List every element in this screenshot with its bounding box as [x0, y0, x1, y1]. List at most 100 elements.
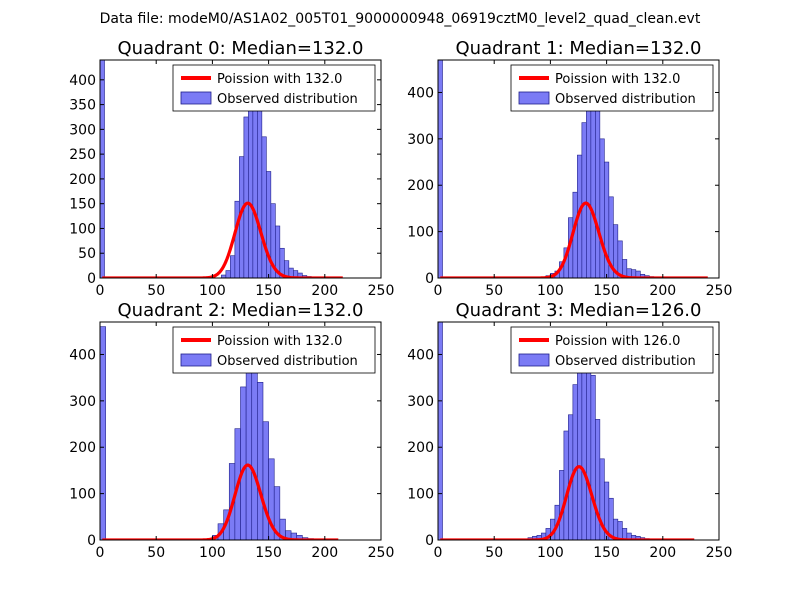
x-tick-label: 200 — [649, 283, 676, 299]
panel-title: Quadrant 3: Median=126.0 — [456, 300, 702, 321]
x-tick-label: 150 — [255, 283, 282, 299]
x-tick-label: 250 — [368, 283, 395, 299]
x-tick-label: 0 — [434, 283, 443, 299]
legend: Poission with 126.0 Observed distribution — [510, 326, 714, 374]
histogram-bar — [100, 60, 105, 278]
x-tick-label: 100 — [537, 545, 564, 561]
legend-bar-swatch — [180, 353, 212, 367]
x-tick-label: 50 — [485, 545, 503, 561]
y-tick-label: 300 — [407, 132, 434, 148]
y-tick-label: 400 — [69, 347, 96, 363]
histogram-bar — [595, 103, 601, 278]
legend: Poission with 132.0 Observed distribution — [172, 326, 376, 374]
histogram-bar — [234, 200, 240, 278]
legend: Poission with 132.0 Observed distribution — [172, 64, 376, 112]
legend-label-poisson: Poission with 132.0 — [217, 334, 342, 349]
histogram-bar — [262, 421, 269, 540]
histogram-bar — [273, 486, 281, 540]
legend-bar-swatch — [518, 91, 550, 105]
y-tick-label: 400 — [407, 85, 434, 101]
panel-title: Quadrant 1: Median=132.0 — [456, 38, 702, 59]
poisson-curve — [439, 201, 709, 278]
legend-label-poisson: Poission with 126.0 — [555, 334, 680, 349]
histogram-bar — [577, 358, 583, 540]
y-tick-label: 150 — [69, 197, 96, 213]
y-tick-label: 100 — [69, 221, 96, 237]
y-tick-label: 400 — [69, 73, 96, 89]
y-tick-label: 200 — [407, 178, 434, 194]
y-tick-label: 350 — [69, 98, 96, 114]
legend-bar-swatch — [180, 91, 212, 105]
axes-frame — [437, 321, 720, 541]
x-tick-label: 50 — [485, 283, 503, 299]
x-tick-label: 250 — [706, 545, 733, 561]
histogram-bar — [257, 381, 264, 540]
histogram-bar — [230, 255, 236, 278]
histogram-bar — [599, 138, 605, 278]
x-tick-label: 50 — [147, 283, 165, 299]
histogram-bar — [245, 344, 253, 540]
histogram-bar — [586, 85, 592, 278]
x-tick-label: 0 — [96, 545, 105, 561]
x-tick-label: 250 — [706, 283, 733, 299]
y-tick-label: 0 — [87, 271, 96, 287]
histogram-bar — [586, 351, 592, 540]
y-tick-label: 300 — [407, 394, 434, 410]
histogram-bar — [100, 326, 106, 540]
legend: Poission with 132.0 Observed distribution — [510, 64, 714, 112]
figure-title: Data file: modeM0/AS1A02_005T01_90000009… — [100, 11, 701, 27]
histogram-bar — [438, 322, 443, 540]
panel-data — [100, 60, 344, 278]
y-tick-label: 100 — [69, 487, 96, 503]
histogram-bar — [261, 136, 267, 278]
x-tick-label: 150 — [593, 545, 620, 561]
y-tick-label: 100 — [407, 225, 434, 241]
panel-title: Quadrant 0: Median=132.0 — [118, 38, 364, 59]
histogram-bar — [572, 384, 578, 540]
x-tick-label: 150 — [255, 545, 282, 561]
histogram-bar — [563, 430, 569, 540]
histogram-bar — [240, 386, 247, 540]
legend-label-poisson: Poission with 132.0 — [555, 72, 680, 87]
y-tick-label: 200 — [407, 440, 434, 456]
histogram-bar — [243, 116, 249, 278]
legend-label-observed: Observed distribution — [217, 92, 358, 107]
histogram-bar — [438, 60, 443, 278]
legend-label-observed: Observed distribution — [555, 92, 696, 107]
chart-panel-3: Quadrant 3: Median=126.0 0 50 100 150 200 250 0… — [407, 300, 732, 561]
x-tick-label: 250 — [368, 545, 395, 561]
y-tick-label: 0 — [87, 533, 96, 549]
legend-label-poisson: Poission with 132.0 — [217, 72, 342, 87]
y-tick-label: 50 — [78, 246, 96, 262]
chart-panel-1: Quadrant 1: Median=132.0 0 50 100 150 200 250 0… — [407, 38, 732, 299]
legend-label-observed: Observed distribution — [217, 354, 358, 369]
panel-data — [438, 60, 709, 278]
y-tick-label: 300 — [69, 122, 96, 138]
x-tick-label: 0 — [96, 283, 105, 299]
chart-panel-0: Quadrant 0: Median=132.0 0 50 100 150 200 250 0… — [69, 38, 394, 299]
y-tick-label: 200 — [69, 440, 96, 456]
legend-label-observed: Observed distribution — [555, 354, 696, 369]
histogram-bar — [590, 375, 596, 540]
y-tick-label: 300 — [69, 394, 96, 410]
y-tick-label: 0 — [425, 533, 434, 549]
histogram-bar — [581, 122, 587, 278]
y-tick-label: 200 — [69, 172, 96, 188]
panel-title: Quadrant 2: Median=132.0 — [118, 300, 364, 321]
y-tick-label: 100 — [407, 487, 434, 503]
y-tick-label: 0 — [425, 271, 434, 287]
x-tick-label: 100 — [537, 283, 564, 299]
axes-frame — [99, 321, 382, 541]
y-tick-label: 250 — [69, 147, 96, 163]
legend-bar-swatch — [518, 353, 550, 367]
histogram-bar — [617, 521, 623, 540]
histogram-bar — [251, 351, 258, 540]
x-tick-label: 100 — [199, 283, 226, 299]
poisson-curve — [439, 465, 695, 540]
x-tick-label: 200 — [311, 283, 338, 299]
axes-frame — [99, 59, 382, 279]
x-tick-label: 150 — [593, 283, 620, 299]
histogram-bar — [252, 89, 258, 278]
x-tick-label: 50 — [147, 545, 165, 561]
histogram-bar — [257, 101, 263, 278]
